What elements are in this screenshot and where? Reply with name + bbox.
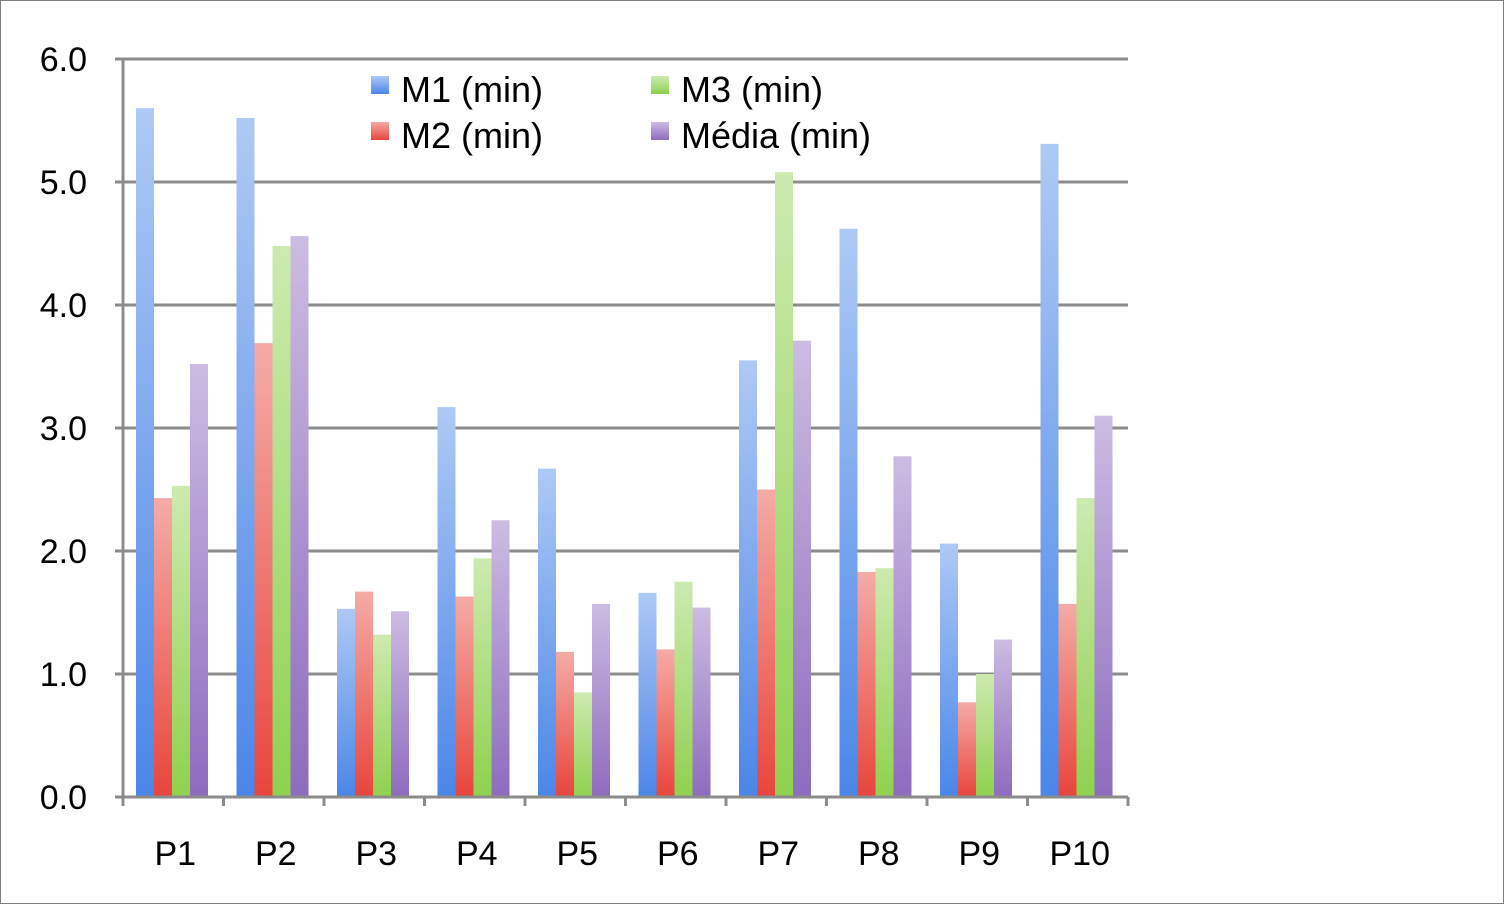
y-tick-label: 2.0: [40, 533, 87, 571]
bar-p10-m2-min: [1058, 603, 1077, 797]
axes: [115, 57, 1130, 806]
x-tick-label: P4: [456, 835, 498, 873]
bar-p6-m1-min: [638, 592, 657, 797]
legend-label-m2-min: M2 (min): [401, 115, 543, 156]
bar-p3-m3-min: [373, 634, 391, 797]
legend-label-m-dia-min: Média (min): [681, 115, 871, 156]
bar-p2-m2-min: [254, 343, 273, 797]
y-tick-label: 1.0: [40, 656, 87, 694]
bar-p7-m1-min: [739, 360, 757, 797]
bar-p3-m1-min: [337, 608, 355, 797]
bar-p7-m2-min: [757, 489, 775, 797]
bars: [136, 108, 1113, 798]
y-tick-label: 6.0: [40, 41, 87, 79]
x-tick-label: P5: [556, 835, 598, 873]
x-tick-label: P9: [958, 835, 1000, 873]
bar-p4-m1-min: [437, 407, 456, 797]
bar-p1-m1-min: [136, 108, 154, 797]
bar-p10-m3-min: [1076, 498, 1095, 797]
y-tick-label: 3.0: [40, 410, 87, 448]
bar-p9-m-dia-min: [994, 639, 1012, 797]
bar-p1-m-dia-min: [190, 364, 208, 797]
y-tick-label: 5.0: [40, 164, 87, 202]
bar-p1-m3-min: [172, 485, 190, 797]
bar-p9-m1-min: [940, 543, 958, 797]
bar-p5-m-dia-min: [592, 603, 610, 797]
bar-p6-m3-min: [674, 581, 693, 797]
bar-p8-m2-min: [857, 571, 876, 797]
legend-swatch-m2-min: [371, 122, 389, 140]
legend-label-m3-min: M3 (min): [681, 69, 823, 110]
bar-p9-m2-min: [958, 702, 976, 797]
legend-swatch-m3-min: [651, 76, 669, 94]
bar-p8-m3-min: [875, 568, 894, 797]
bar-p10-m-dia-min: [1094, 415, 1113, 797]
legend-label-m1-min: M1 (min): [401, 69, 543, 110]
bar-p5-m3-min: [574, 692, 592, 797]
bar-p4-m2-min: [455, 596, 474, 797]
x-tick-label: P2: [255, 835, 297, 873]
bar-p2-m-dia-min: [290, 236, 309, 797]
bar-p3-m-dia-min: [391, 611, 409, 797]
x-tick-label: P7: [757, 835, 799, 873]
bar-p8-m-dia-min: [893, 456, 912, 797]
bar-p6-m2-min: [656, 649, 675, 797]
x-tick-label: P1: [154, 835, 196, 873]
y-tick-label: 0.0: [40, 779, 87, 817]
bar-p7-m-dia-min: [793, 340, 811, 797]
x-tick-label: P6: [657, 835, 699, 873]
x-tick-label: P10: [1050, 835, 1111, 873]
y-tick-label: 4.0: [40, 287, 87, 325]
bar-p7-m3-min: [775, 172, 793, 797]
legend-swatch-m1-min: [371, 76, 389, 94]
legend-swatch-m-dia-min: [651, 122, 669, 140]
bar-p3-m2-min: [355, 591, 373, 797]
y-axis-ticks: 0.0 1.0 2.0 3.0 4.0 5.0 6.0: [40, 41, 87, 817]
x-tick-label: P3: [355, 835, 397, 873]
bar-p8-m1-min: [839, 228, 858, 798]
x-axis-ticks: P1 P2 P3 P4 P5 P6 P7 P8 P9 P10: [154, 835, 1110, 873]
bar-p4-m-dia-min: [491, 520, 510, 797]
bar-p1-m2-min: [154, 498, 172, 797]
x-tick-label: P8: [858, 835, 900, 873]
legend: M1 (min) M2 (min) M3 (min) Média (min): [371, 69, 871, 156]
bar-p2-m3-min: [272, 245, 291, 797]
bar-p5-m2-min: [556, 651, 574, 797]
bar-p5-m1-min: [538, 468, 556, 797]
bar-p2-m1-min: [236, 118, 255, 798]
bar-p9-m3-min: [976, 674, 994, 797]
bar-p4-m3-min: [473, 558, 492, 797]
bar-p10-m1-min: [1040, 143, 1059, 797]
bar-p6-m-dia-min: [692, 607, 711, 797]
